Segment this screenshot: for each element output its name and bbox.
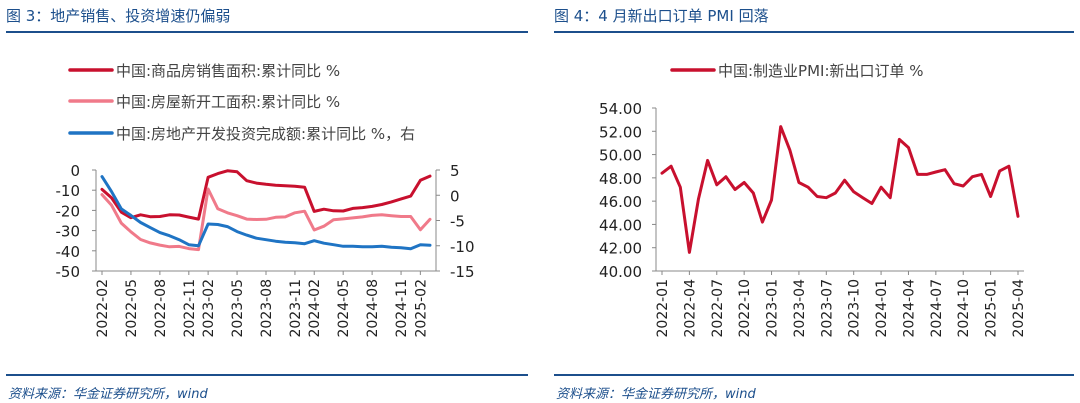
figure-4-top-rule — [554, 31, 1074, 33]
left-tick-label: -20 — [56, 202, 81, 220]
series-line-2 — [100, 187, 432, 252]
legend-label-1: 中国:制造业PMI:新出口订单 % — [718, 62, 924, 80]
figure-4-title: 图 4：4 月新出口订单 PMI 回落 — [554, 7, 769, 25]
series-line-1 — [660, 125, 1020, 254]
x-tick-label: 2023-07 — [819, 279, 835, 338]
x-tick-label: 2023-11 — [288, 279, 304, 338]
figure-4-bottom-rule — [554, 374, 1074, 376]
x-tick-label: 2022-11 — [182, 279, 198, 338]
x-tick-label: 2023-01 — [765, 279, 781, 338]
right-tick-label: 0 — [450, 187, 460, 205]
right-tick-label: 5 — [450, 162, 460, 180]
series-line-3 — [100, 175, 432, 251]
x-tick-label: 2023-08 — [259, 279, 275, 338]
x-tick-label: 2024-02 — [307, 279, 323, 338]
right-tick-label: -10 — [450, 238, 475, 256]
x-tick-label: 2022-02 — [95, 279, 111, 338]
chart-export-orders-pmi: 54.00 52.00 50.00 48.00 46.00 44.00 42.00 40.00… — [599, 62, 1027, 338]
x-tick-label: 2024-01 — [874, 279, 890, 338]
y-tick-label: 40.00 — [599, 263, 642, 281]
y-tick-label: 48.00 — [599, 170, 642, 188]
left-tick-label: -50 — [56, 263, 81, 281]
y-tick-label: 42.00 — [599, 240, 642, 258]
x-tick-label: 2024-04 — [901, 279, 917, 338]
x-tick-label: 2022-01 — [655, 279, 671, 338]
figure-4-source: 资料来源：华金证券研究所，wind — [556, 387, 756, 402]
legend-label-3: 中国:房地产开发投资完成额:累计同比 %，右 — [116, 125, 415, 143]
y-tick-label: 44.00 — [599, 216, 642, 234]
x-tick-label: 2024-10 — [956, 279, 972, 338]
x-tick-label: 2022-07 — [710, 279, 726, 338]
x-tick-label: 2025-01 — [984, 279, 1000, 338]
x-tick-label: 2024-08 — [365, 279, 381, 338]
figure-3-bottom-rule — [6, 374, 528, 376]
x-tick-label: 2025-02 — [413, 279, 429, 338]
right-tick-label: -5 — [450, 213, 465, 231]
x-tick-label: 2022-10 — [737, 279, 753, 338]
x-tick-label: 2022-08 — [153, 279, 169, 338]
x-tick-label: 2022-05 — [124, 279, 140, 338]
x-tick-label: 2025-04 — [1011, 279, 1027, 338]
series-line-1 — [100, 169, 432, 221]
chart-real-estate: 0 -10 -20 -30 -40 -50 5 0 -5 -10 -15 2022-02 2022-05… — [56, 62, 475, 338]
legend-label-2: 中国:房屋新开工面积:累计同比 % — [116, 93, 340, 111]
x-tick-label: 2024-05 — [336, 279, 352, 338]
x-tick-label: 2023-10 — [847, 279, 863, 338]
x-tick-label: 2024-07 — [929, 279, 945, 338]
y-tick-label: 52.00 — [599, 123, 642, 141]
legend-label-1: 中国:商品房销售面积:累计同比 % — [116, 62, 340, 80]
left-tick-label: -10 — [56, 182, 81, 200]
y-tick-label: 50.00 — [599, 147, 642, 165]
left-tick-label: -40 — [56, 243, 81, 261]
figure-3-title: 图 3：地产销售、投资增速仍偏弱 — [6, 7, 231, 25]
x-tick-label: 2024-11 — [394, 279, 410, 338]
x-tick-label: 2023-05 — [230, 279, 246, 338]
left-tick-label: -30 — [56, 223, 81, 241]
x-tick-label: 2023-02 — [201, 279, 217, 338]
left-tick-label: 0 — [70, 162, 80, 180]
x-tick-label: 2022-04 — [682, 279, 698, 338]
figure-3-top-rule — [6, 31, 528, 33]
right-tick-label: -15 — [450, 263, 475, 281]
figure-3-source: 资料来源：华金证券研究所，wind — [8, 387, 208, 402]
y-tick-label: 46.00 — [599, 193, 642, 211]
y-tick-label: 54.00 — [599, 100, 642, 118]
x-tick-label: 2023-04 — [792, 279, 808, 338]
